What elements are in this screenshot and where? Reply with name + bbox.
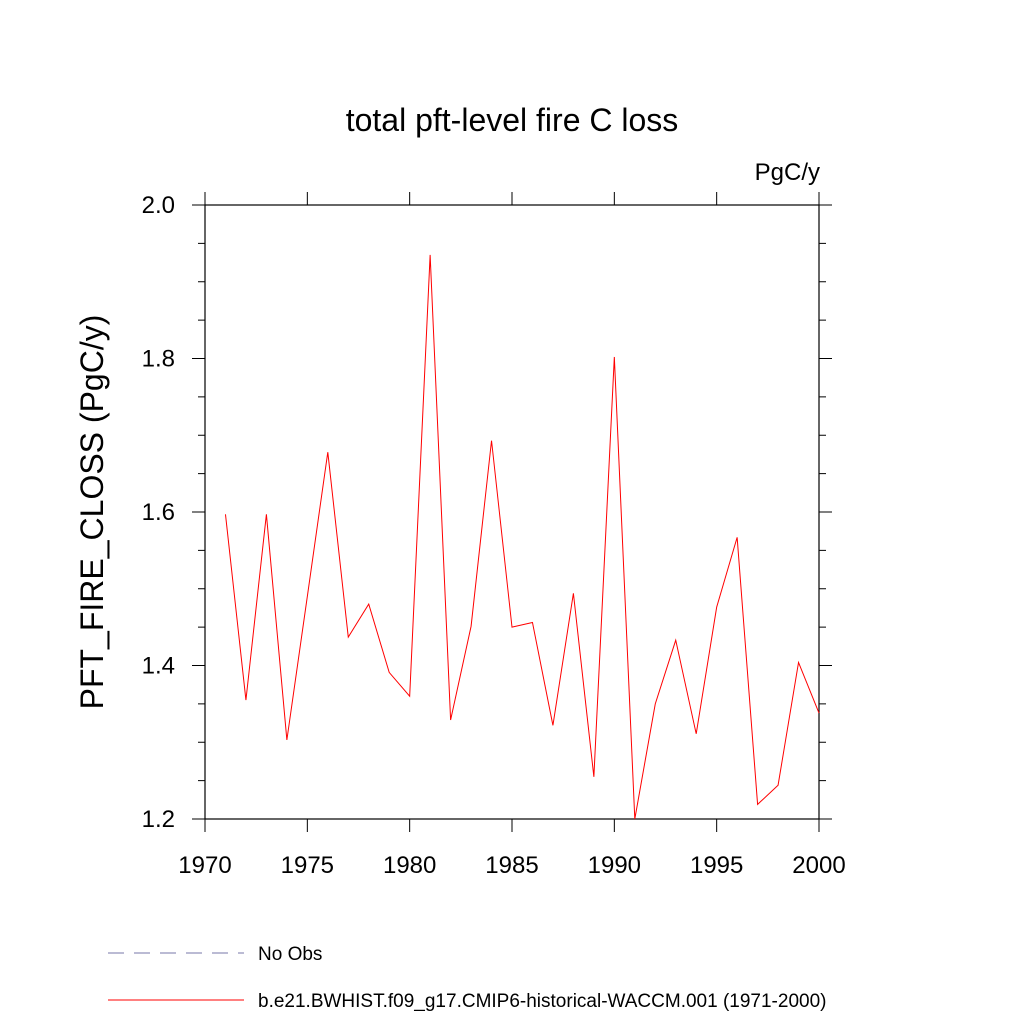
- chart-title: total pft-level fire C loss: [346, 102, 679, 138]
- series-line: [224, 254, 820, 820]
- y-axis: 1.2 1.4 1.6 1.8 2.0: [142, 192, 832, 833]
- y-tick-label: 1.2: [142, 806, 175, 833]
- legend: No Obs b.e21.BWHIST.f09_g17.CMIP6-histori…: [108, 944, 826, 1012]
- y-tick-label: 1.6: [142, 499, 175, 526]
- y-tick-label: 2.0: [142, 192, 175, 219]
- y-tick-label: 1.8: [142, 346, 175, 373]
- x-tick-label: 1990: [588, 852, 641, 879]
- x-tick-label: 2000: [792, 852, 845, 879]
- x-axis: 1970 1975 1980 1985 1990 1995 2000: [178, 192, 846, 879]
- units-label: PgC/y: [755, 159, 820, 186]
- x-tick-label: 1970: [178, 852, 231, 879]
- y-tick-label: 1.4: [142, 653, 175, 680]
- x-tick-label: 1985: [485, 852, 538, 879]
- x-tick-label: 1995: [690, 852, 743, 879]
- series-group: [224, 254, 820, 820]
- y-axis-label: PFT_FIRE_CLOSS (PgC/y): [74, 315, 110, 710]
- legend-label: b.e21.BWHIST.f09_g17.CMIP6-historical-WA…: [258, 991, 826, 1012]
- x-tick-label: 1975: [281, 852, 334, 879]
- x-tick-label: 1980: [383, 852, 436, 879]
- legend-label: No Obs: [258, 944, 322, 965]
- plot-frame: [204, 204, 820, 820]
